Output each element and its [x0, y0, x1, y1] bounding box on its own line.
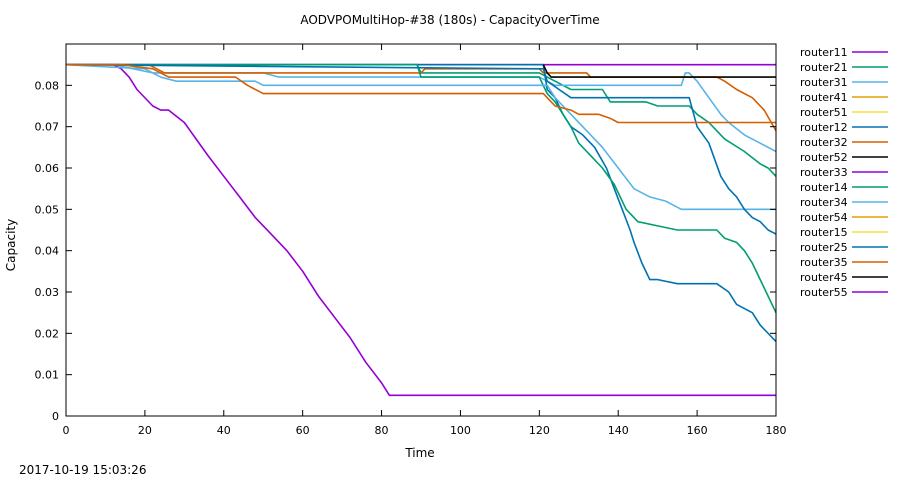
series-line-router21: [66, 63, 777, 177]
y-tick-label: 0.05: [35, 203, 60, 216]
x-tick-label: 160: [687, 424, 708, 437]
y-tick-label: 0.06: [35, 162, 60, 175]
legend-label-router52: router52: [800, 151, 848, 164]
timestamp: 2017-10-19 15:03:26: [19, 463, 147, 477]
legend-label-router55: router55: [800, 286, 848, 299]
x-axis-label: Time: [405, 446, 435, 460]
legend-label-router14: router14: [800, 181, 848, 194]
y-tick-label: 0.07: [35, 121, 60, 134]
series-line-router34: [65, 63, 776, 211]
legend-label-router33: router33: [800, 166, 848, 179]
x-tick-label: 100: [450, 424, 471, 437]
series-line-router32: [66, 63, 777, 132]
legend-label-router51: router51: [800, 106, 848, 119]
x-tick-label: 140: [608, 424, 629, 437]
legend-label-router34: router34: [800, 196, 848, 209]
legend-label-router12: router12: [800, 121, 848, 134]
legend-label-router11: router11: [800, 46, 848, 59]
series-line-router52: [542, 64, 776, 78]
y-tick-label: 0.03: [35, 286, 60, 299]
legend-label-router31: router31: [800, 76, 848, 89]
x-tick-label: 80: [375, 424, 389, 437]
plot-frame: [65, 43, 777, 417]
series-line-router14: [66, 63, 777, 314]
x-tick-label: 40: [217, 424, 231, 437]
series-line-router33: [66, 63, 776, 397]
legend-label-router41: router41: [800, 91, 848, 104]
series-line-router35: [66, 63, 776, 124]
y-tick-label: 0.08: [35, 79, 60, 92]
legend-label-router15: router15: [800, 226, 848, 239]
y-tick-label: 0.04: [35, 245, 60, 258]
x-tick-label: 20: [138, 424, 152, 437]
y-tick-label: 0.02: [35, 327, 60, 340]
legend-label-router45: router45: [800, 271, 848, 284]
y-tick-label: 0: [52, 410, 59, 423]
x-tick-label: 0: [63, 424, 70, 437]
chart-title: AODVPOMultiHop-#38 (180s) - CapacityOver…: [300, 13, 600, 27]
legend-label-router21: router21: [800, 61, 848, 74]
x-tick-label: 60: [296, 424, 310, 437]
legend-label-router32: router32: [800, 136, 848, 149]
x-tick-label: 180: [766, 424, 787, 437]
x-tick-label: 120: [529, 424, 550, 437]
series-line-router25: [65, 63, 777, 235]
legend-label-router25: router25: [800, 241, 848, 254]
legend-label-router35: router35: [800, 256, 848, 269]
legend-label-router54: router54: [800, 211, 848, 224]
y-tick-label: 0.01: [35, 369, 60, 382]
